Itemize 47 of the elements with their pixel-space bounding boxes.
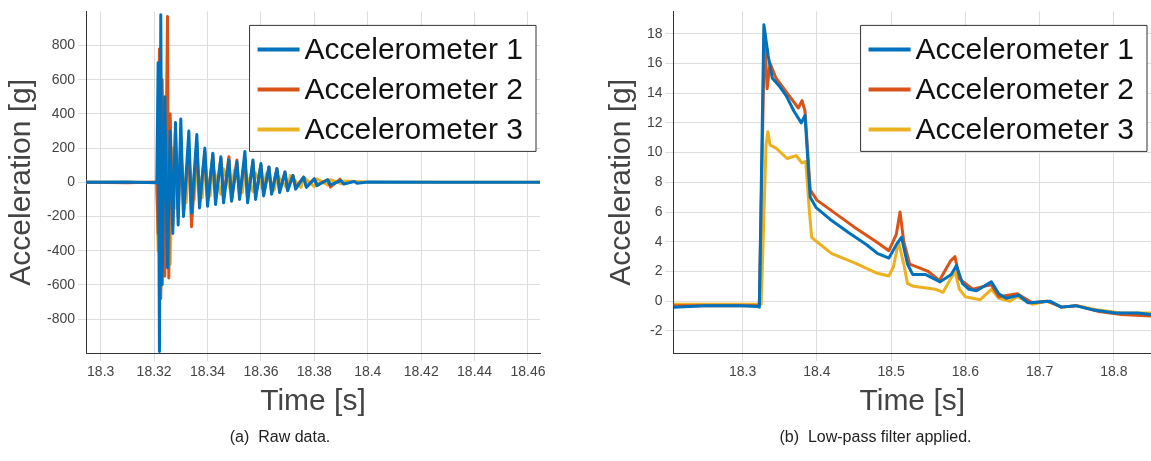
x-tick-label: 18.44	[457, 363, 493, 380]
y-tick-label: 0	[654, 292, 663, 309]
y-axis-title: Acceleration [g]	[3, 78, 37, 286]
y-axis-title: Acceleration [g]	[603, 78, 637, 286]
x-tick-label: 18.8	[1100, 363, 1128, 380]
x-tick-label: 18.4	[354, 363, 382, 380]
y-tick-label: 14	[646, 83, 663, 100]
text: (a) Raw data.	[228, 428, 332, 446]
y-tick-label: 800	[51, 36, 76, 53]
x-tick-label: 18.3	[729, 363, 757, 380]
legend-label: Accelerometer 3	[304, 111, 524, 145]
y-tick-label: 10	[646, 143, 663, 160]
y-tick-label: 2	[654, 262, 663, 279]
y-tick-label: 18	[646, 24, 663, 41]
legend-label: Accelerometer 1	[304, 31, 524, 65]
x-axis-title: Time [s]	[260, 383, 366, 417]
legend-label: Accelerometer 2	[304, 71, 524, 105]
legend-label: Accelerometer 3	[915, 111, 1135, 145]
y-tick-label: 400	[51, 104, 76, 121]
x-tick-label: 18.38	[296, 363, 333, 380]
x-tick-label: 18.6	[951, 363, 980, 380]
y-tick-label: -200	[46, 207, 76, 224]
x-tick-label: 18.4	[803, 363, 831, 380]
y-tick-label: -600	[46, 275, 76, 292]
x-axis-title: Time [s]	[859, 383, 966, 417]
y-tick-label: 12	[646, 113, 663, 130]
text: (b) Low-pass filter applied.	[778, 428, 973, 446]
x-tick-label: 18.34	[190, 363, 226, 380]
y-tick-label: 16	[646, 54, 663, 71]
y-tick-label: -2	[650, 321, 663, 338]
x-tick-label: 18.32	[136, 363, 172, 380]
y-tick-label: 4	[654, 232, 663, 249]
y-tick-label: 8	[654, 173, 663, 190]
y-tick-label: -800	[46, 309, 76, 326]
legend-label: Accelerometer 1	[915, 31, 1135, 65]
legend-label: Accelerometer 2	[915, 71, 1135, 105]
y-tick-label: 600	[51, 70, 76, 87]
y-tick-label: 200	[51, 138, 76, 155]
y-tick-label: 6	[654, 202, 663, 219]
y-tick-label: -400	[46, 241, 76, 258]
x-tick-label: 18.42	[403, 363, 439, 380]
x-tick-label: 18.36	[243, 363, 279, 380]
x-tick-label: 18.7	[1026, 363, 1054, 380]
x-tick-label: 18.3	[87, 363, 115, 380]
x-tick-label: 18.5	[877, 363, 905, 380]
y-tick-label: 0	[67, 173, 76, 190]
x-tick-label: 18.46	[510, 363, 546, 380]
